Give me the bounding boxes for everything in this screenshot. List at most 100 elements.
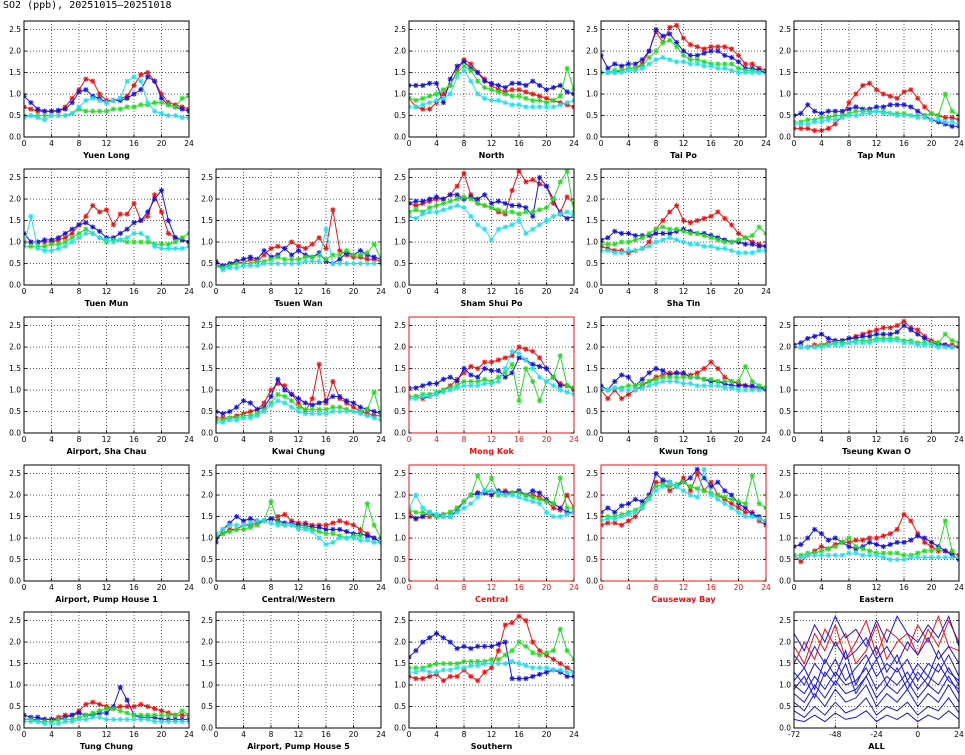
data-point-blue [619,372,625,378]
data-point-blue [516,202,522,209]
data-point-red [523,89,529,95]
data-point-red [922,104,928,110]
y-tick-label: 0.0 [394,577,406,586]
data-point-cyan [55,112,61,119]
x-tick-label: 24 [569,730,579,739]
data-point-cyan [152,108,158,114]
data-point-red [880,325,886,331]
data-point-blue [76,710,82,716]
data-point-cyan [880,110,886,116]
data-point-cyan [530,365,536,372]
data-point-red [887,531,893,537]
data-point-cyan [24,243,27,249]
data-point-red [138,701,144,707]
y-tick-label: 0.5 [9,111,21,120]
data-point-cyan [350,408,357,415]
series-group [409,613,574,684]
data-point-red [667,209,673,215]
x-tick-label: 24 [569,583,579,592]
data-point-red [612,520,618,526]
data-point-green [818,115,825,121]
series-group [601,202,766,256]
data-point-blue [818,531,825,537]
y-tick-label: 2.5 [394,321,406,330]
y-tick-label: 0.0 [394,429,406,438]
data-point-cyan [344,535,350,541]
data-point-blue [612,228,618,234]
data-point-green [48,241,55,247]
station-label: Kwai Chung [272,447,325,456]
data-point-blue [247,254,253,260]
data-point-green [409,665,412,671]
y-tick-label: 2.0 [9,343,21,352]
data-point-green [413,97,419,104]
data-point-cyan [97,714,103,720]
data-point-red [853,91,859,97]
data-point-green [117,708,123,714]
data-point-red [625,518,632,524]
data-point-cyan [632,248,638,254]
data-point-blue [131,91,137,97]
data-point-red [701,215,707,222]
data-point-red [894,95,900,101]
data-point-blue [729,54,735,61]
data-point-blue [282,245,288,252]
y-tick-label: 1.0 [9,681,21,690]
data-point-blue [564,215,570,222]
data-point-blue [433,380,440,387]
y-tick-label: 1.5 [201,216,213,225]
data-point-green [742,501,748,507]
x-tick-label: 16 [129,435,139,444]
x-tick-label: 12 [294,435,304,444]
station-label: Central [475,595,508,604]
x-tick-label: 12 [294,583,304,592]
y-tick-label: 0.0 [586,281,598,290]
data-point-red [454,673,460,680]
panel-central: 0.0 0.5 1.0 1.5 2.0 2.5 0 4 8 12 16 20 24 Central [394,464,579,604]
x-tick-label: 16 [706,287,716,296]
data-point-cyan [942,119,948,125]
data-point-blue [28,100,34,106]
data-point-red [860,82,866,89]
data-point-green [447,198,453,204]
data-point-cyan [887,110,893,116]
data-point-red [409,673,412,680]
data-point-cyan [660,54,666,61]
data-point-green [172,239,178,245]
data-point-cyan [69,239,75,245]
station-label: North [479,151,505,160]
data-point-cyan [158,110,165,116]
data-point-blue [735,59,742,65]
station-label: ALL [868,742,884,751]
data-point-red [268,387,274,393]
data-point-blue [330,393,336,400]
data-point-cyan [537,374,543,380]
x-tick-label: 16 [514,435,524,444]
data-point-cyan [42,248,48,254]
x-tick-label: 16 [321,583,331,592]
data-point-green [509,361,515,367]
data-point-cyan [316,535,322,541]
x-tick-label: 20 [927,139,937,148]
data-point-red [530,91,536,97]
data-point-red [344,520,350,526]
y-tick-label: 1.5 [9,68,21,77]
x-tick-label: 8 [77,139,82,148]
data-point-green [949,338,955,344]
data-point-blue [90,224,96,230]
data-point-cyan [612,250,618,256]
panel-mong-kok: 0.0 0.5 1.0 1.5 2.0 2.5 0 4 8 12 16 20 24 Mong Kok [394,316,579,456]
data-point-cyan [873,338,880,344]
data-point-blue [433,630,440,637]
y-tick-label: 0.0 [586,577,598,586]
y-tick-label: 1.0 [779,681,791,690]
data-point-cyan [564,389,570,395]
x-tick-label: 4 [819,435,824,444]
data-point-cyan [475,383,481,389]
station-label: Mong Kok [469,447,514,456]
y-tick-label: 1.0 [779,534,791,543]
data-point-cyan [76,716,82,723]
y-tick-label: 0.0 [779,429,791,438]
data-point-red [289,239,295,245]
x-tick-label: 20 [734,139,744,148]
